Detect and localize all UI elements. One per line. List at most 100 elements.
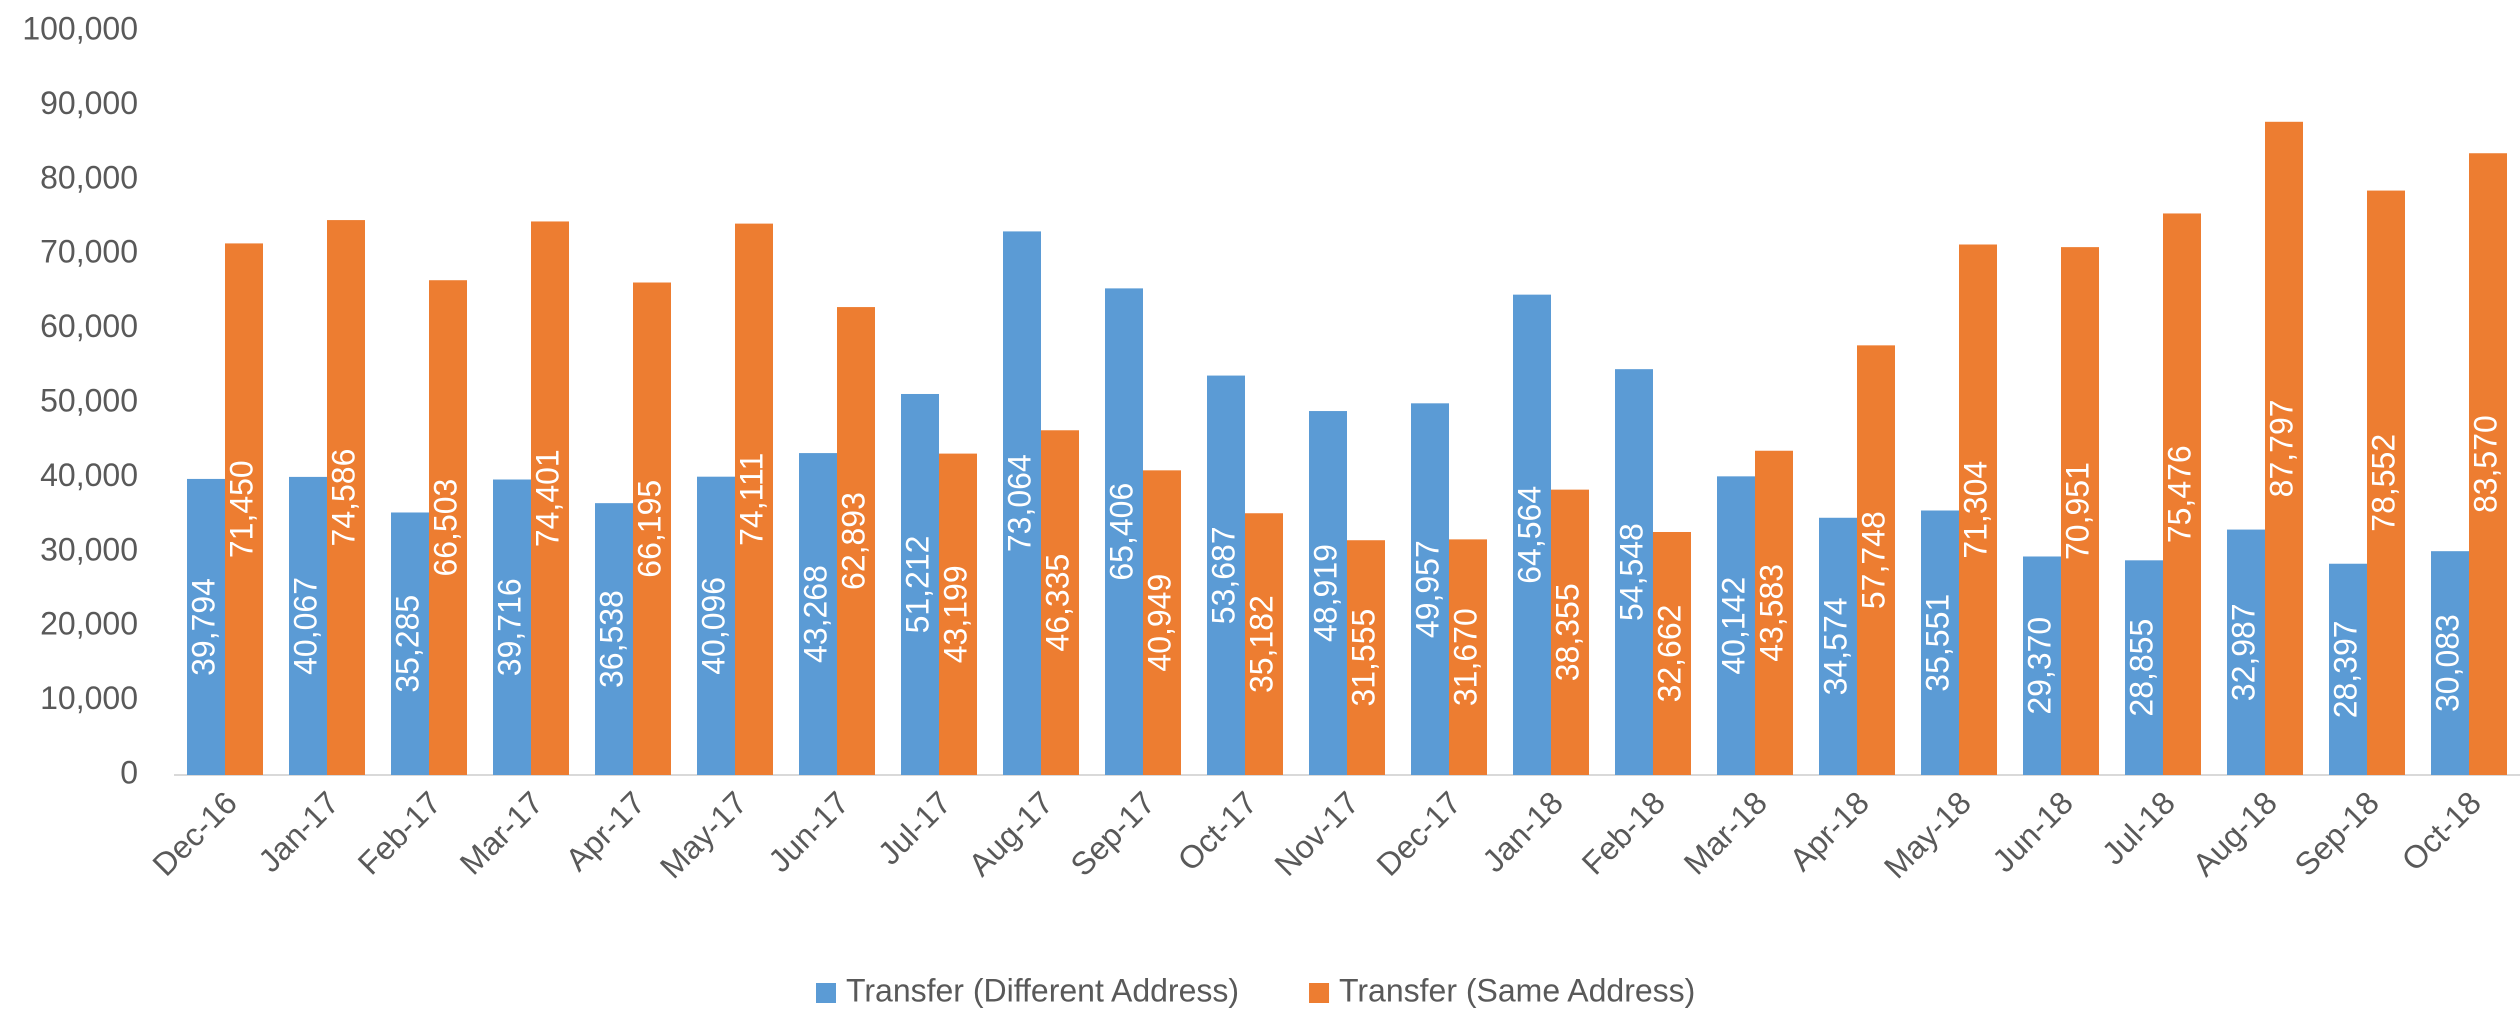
bar (1003, 231, 1041, 776)
data-label: 74,111 (733, 453, 769, 546)
data-label: 71,450 (223, 460, 259, 558)
bar (1245, 513, 1283, 775)
data-label: 38,355 (1549, 583, 1585, 681)
legend-swatch (816, 983, 836, 1003)
x-tick-label: Aug-18 (2186, 784, 2284, 882)
bar (2227, 529, 2265, 775)
bar (901, 393, 939, 775)
data-label: 66,503 (427, 479, 463, 577)
data-label: 62,893 (835, 492, 871, 590)
x-tick-label: Mar-18 (1677, 784, 1774, 881)
x-tick-label: Jul-17 (871, 784, 958, 871)
bar (1207, 375, 1245, 775)
bar (1347, 540, 1385, 775)
data-label: 40,142 (1715, 577, 1751, 675)
x-tick-label: Mar-17 (453, 784, 550, 881)
data-label: 31,555 (1345, 609, 1381, 707)
bar (1041, 430, 1079, 775)
bar (2329, 563, 2367, 775)
data-label: 28,855 (2123, 619, 2159, 717)
bar (289, 476, 327, 775)
data-label: 83,570 (2467, 415, 2503, 513)
x-tick-label: Jan-18 (1475, 784, 1570, 879)
y-tick-label: 20,000 (40, 606, 138, 642)
y-tick-label: 0 (120, 754, 138, 790)
y-tick-label: 60,000 (40, 308, 138, 344)
data-label: 64,564 (1511, 486, 1547, 584)
x-tick-label: Apr-18 (1783, 784, 1876, 877)
data-label: 39,716 (491, 578, 527, 676)
bar (1551, 489, 1589, 775)
x-tick-label: Apr-17 (559, 784, 652, 877)
bar (2367, 190, 2405, 775)
bar (1513, 294, 1551, 775)
bar (1615, 369, 1653, 775)
data-label: 87,797 (2263, 399, 2299, 497)
x-tick-label: Feb-17 (351, 784, 448, 881)
data-label: 35,285 (389, 595, 425, 693)
y-tick-label: 30,000 (40, 531, 138, 567)
data-label: 31,670 (1447, 608, 1483, 706)
data-label: 43,583 (1753, 564, 1789, 662)
data-label: 74,586 (325, 449, 361, 547)
data-label: 40,067 (287, 577, 323, 675)
bar (1921, 510, 1959, 775)
bar (493, 479, 531, 775)
bar (697, 476, 735, 775)
data-label: 34,574 (1817, 597, 1853, 695)
bar (225, 243, 263, 776)
x-tick-label: Sep-17 (1064, 784, 1162, 882)
data-label: 46,335 (1039, 554, 1075, 652)
bar (2023, 556, 2061, 775)
data-label: 29,370 (2021, 617, 2057, 715)
bar (837, 307, 875, 775)
x-tick-label: Feb-18 (1575, 784, 1672, 881)
data-label: 35,551 (1919, 594, 1955, 692)
x-tick-label: May-18 (1877, 784, 1978, 885)
x-tick-label: Dec-17 (1370, 784, 1468, 882)
data-label: 65,406 (1103, 483, 1139, 581)
bar (1959, 244, 1997, 776)
data-label: 40,096 (695, 577, 731, 675)
x-tick-label: Sep-18 (2288, 784, 2386, 882)
x-tick-label: May-17 (653, 784, 754, 885)
bar (1653, 531, 1691, 775)
y-tick-label: 80,000 (40, 159, 138, 195)
y-tick-label: 90,000 (40, 85, 138, 121)
bar (1309, 411, 1347, 775)
data-label: 30,083 (2429, 614, 2465, 712)
data-label: 43,268 (797, 565, 833, 663)
bar (1857, 345, 1895, 775)
bar (2061, 247, 2099, 775)
legend-label: Transfer (Same Address) (1339, 972, 1695, 1008)
bar (633, 282, 671, 775)
bar (2431, 551, 2469, 775)
data-label: 32,662 (1651, 605, 1687, 703)
data-label: 57,748 (1855, 511, 1891, 609)
data-label: 66,195 (631, 480, 667, 578)
y-tick-label: 70,000 (40, 234, 138, 270)
data-label: 35,182 (1243, 595, 1279, 693)
x-tick-label: Jun-17 (761, 784, 856, 879)
data-label: 40,949 (1141, 574, 1177, 672)
bar (391, 512, 429, 775)
bar (1411, 403, 1449, 775)
bar (939, 453, 977, 775)
bar (1717, 476, 1755, 775)
y-tick-label: 10,000 (40, 680, 138, 716)
bar (1449, 539, 1487, 775)
data-label: 53,687 (1205, 526, 1241, 624)
data-label: 36,538 (593, 590, 629, 688)
bar (799, 453, 837, 775)
x-tick-label: Dec-16 (146, 784, 244, 882)
data-label: 73,064 (1001, 454, 1037, 552)
bar (2469, 153, 2507, 775)
y-tick-label: 100,000 (22, 10, 138, 46)
data-label: 28,397 (2327, 620, 2363, 718)
bar (327, 220, 365, 776)
bar (735, 223, 773, 776)
bar (1755, 450, 1793, 775)
legend-label: Transfer (Different Address) (846, 972, 1239, 1008)
x-tick-label: Nov-17 (1268, 784, 1366, 882)
